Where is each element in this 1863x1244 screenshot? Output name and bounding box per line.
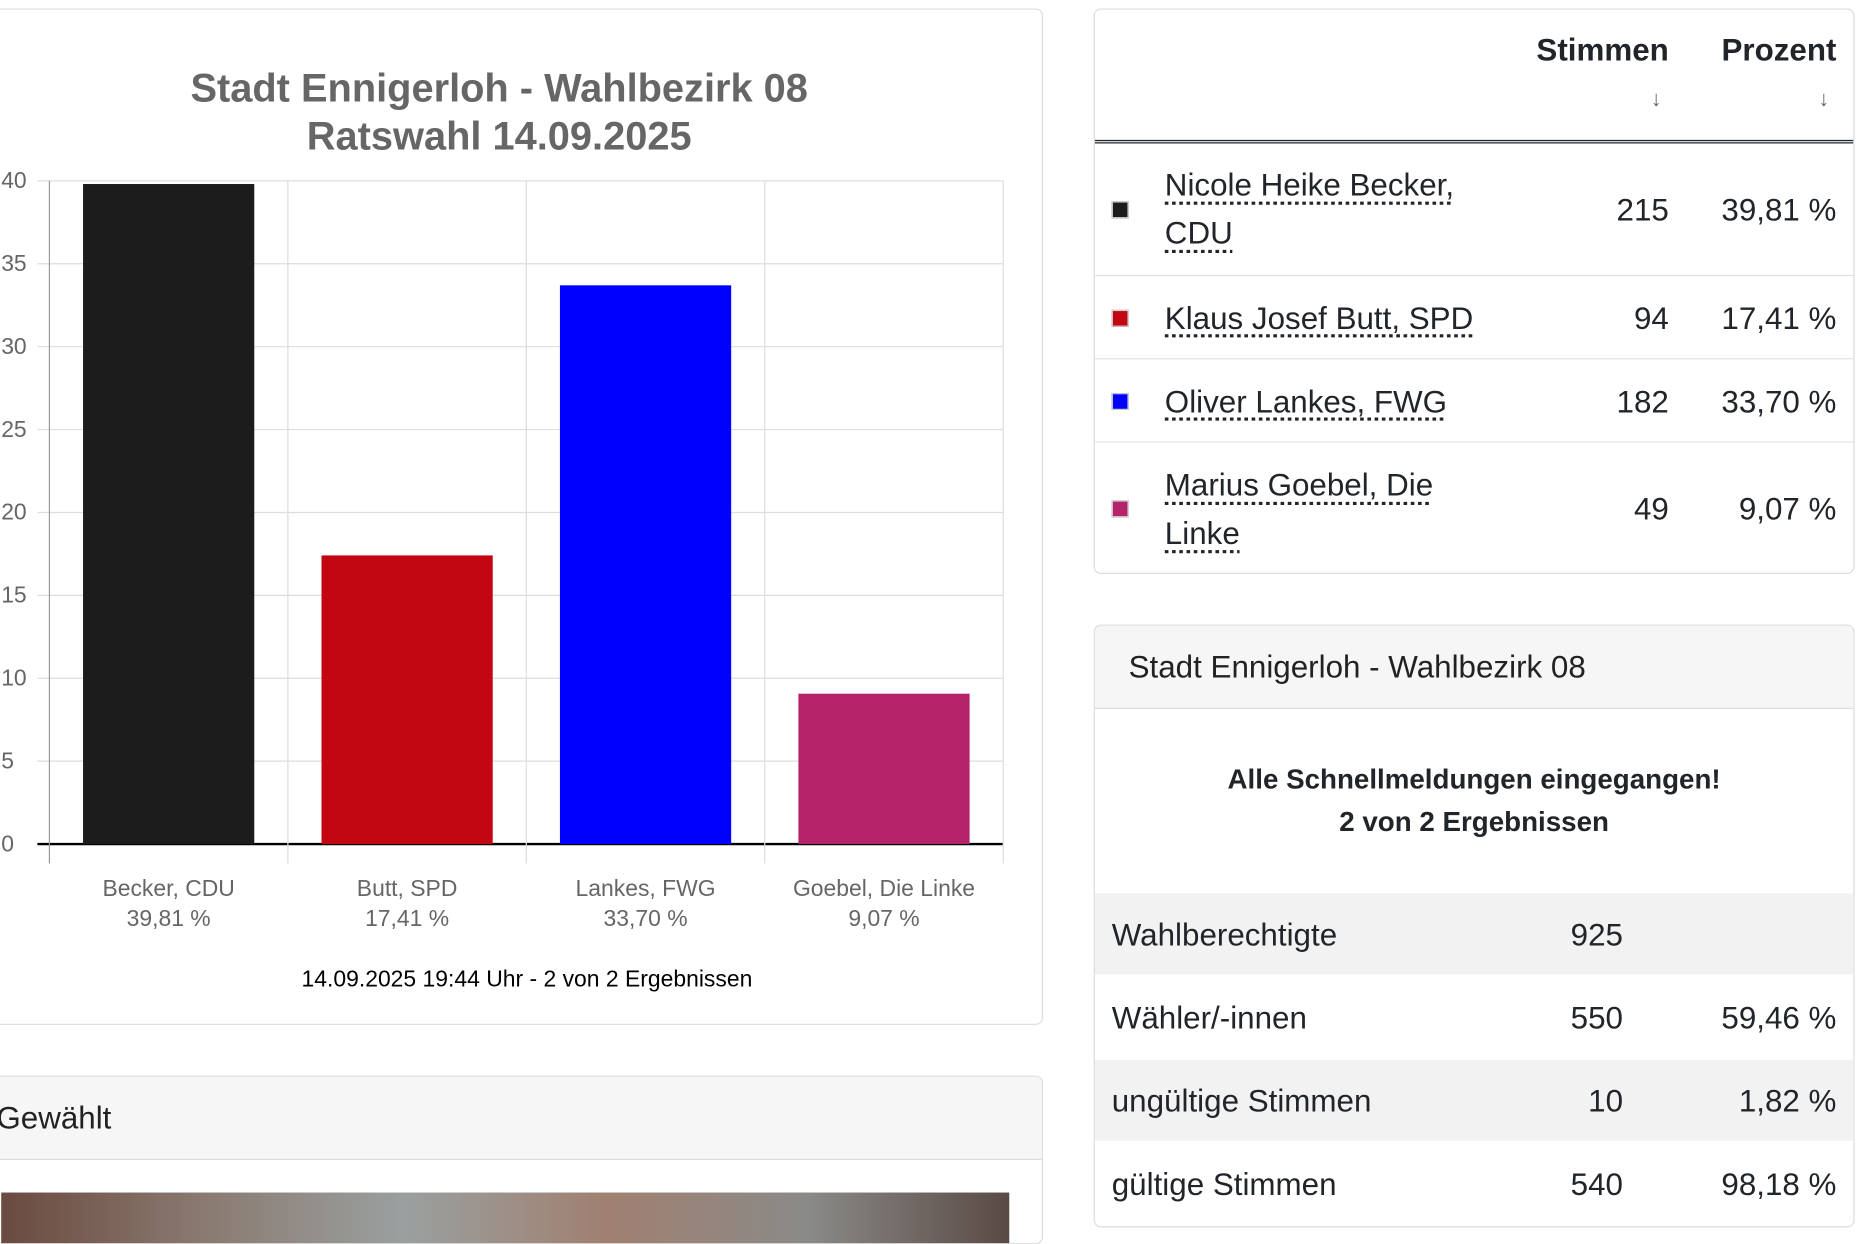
stat-label: gültige Stimmen — [1112, 1143, 1337, 1226]
votes-value: 182 — [1617, 383, 1669, 420]
x-tick-label: Lankes, FWG — [576, 875, 716, 901]
sort-arrow-icon[interactable]: ↓ — [1651, 87, 1662, 112]
elected-card: Gewählt — [0, 1076, 1043, 1244]
x-tick-label: Butt, SPD — [357, 875, 458, 901]
stat-value: 10 — [1588, 1060, 1623, 1143]
candidate-link[interactable]: Marius Goebel, Die Linke — [1165, 461, 1491, 557]
table-row: Klaus Josef Butt, SPD 94 17,41 % — [1095, 275, 1853, 359]
bar-chart: Stadt Ennigerloh - Wahlbezirk 08 Ratswahl… — [0, 10, 1043, 1025]
candidate-photo — [1, 1193, 1009, 1244]
y-tick-label: 40 — [1, 167, 26, 193]
stat-value: 925 — [1571, 893, 1623, 976]
stat-value: 540 — [1571, 1143, 1623, 1226]
party-color-swatch — [1112, 392, 1129, 409]
y-tick-label: 0 — [1, 830, 14, 856]
info-card: Stadt Ennigerloh - Wahlbezirk 08 Alle Sc… — [1094, 625, 1855, 1228]
chart-subtitle: Ratswahl 14.09.2025 — [307, 115, 692, 159]
x-tick-label: Becker, CDU — [102, 875, 234, 901]
party-color-swatch — [1112, 309, 1129, 326]
candidate-link[interactable]: Klaus Josef Butt, SPD — [1165, 294, 1491, 342]
stat-label: ungültige Stimmen — [1112, 1060, 1372, 1143]
x-tick-sublabel: 33,70 % — [604, 905, 688, 931]
y-tick-label: 35 — [1, 250, 26, 276]
header-percent[interactable]: Prozent — [1721, 31, 1836, 68]
bar-0 — [83, 184, 254, 844]
votes-value: 49 — [1634, 490, 1669, 527]
stat-label: Wähler/-innen — [1112, 977, 1307, 1060]
party-color-swatch — [1112, 201, 1129, 218]
y-tick-label: 5 — [1, 747, 14, 773]
bar-2 — [560, 285, 731, 844]
stat-percent: 59,46 % — [1721, 977, 1836, 1060]
votes-value: 215 — [1617, 191, 1669, 228]
y-tick-label: 25 — [1, 416, 26, 442]
y-tick-label: 20 — [1, 499, 26, 525]
x-tick-label: Goebel, Die Linke — [793, 875, 975, 901]
party-color-swatch — [1112, 500, 1129, 517]
results-table: Stimmen Prozent ↓ ↓ Nicole Heike Becker,… — [1094, 8, 1855, 574]
votes-value: 94 — [1634, 300, 1669, 337]
y-tick-label: 10 — [1, 664, 26, 690]
y-tick-label: 15 — [1, 582, 26, 608]
stat-percent: 1,82 % — [1739, 1060, 1837, 1143]
percent-value: 17,41 % — [1721, 300, 1836, 337]
bar-1 — [321, 555, 492, 844]
chart-title: Stadt Ennigerloh - Wahlbezirk 08 — [190, 66, 807, 110]
stat-value: 550 — [1571, 977, 1623, 1060]
y-tick-label: 30 — [1, 333, 26, 359]
table-row: Marius Goebel, Die Linke 49 9,07 % — [1095, 441, 1853, 574]
stat-row: Wähler/-innen 550 59,46 % — [1095, 974, 1853, 1060]
percent-value: 9,07 % — [1739, 490, 1837, 527]
x-tick-sublabel: 39,81 % — [127, 905, 211, 931]
status-message: Alle Schnellmeldungen eingegangen! — [1095, 758, 1853, 800]
percent-value: 39,81 % — [1721, 191, 1836, 228]
stat-row: Wahlberechtigte 925 — [1095, 891, 1853, 977]
candidate-link[interactable]: Oliver Lankes, FWG — [1165, 377, 1491, 425]
x-tick-sublabel: 17,41 % — [365, 905, 449, 931]
chart-card: Stadt Ennigerloh - Wahlbezirk 08 Ratswahl… — [0, 8, 1043, 1024]
sort-arrow-icon[interactable]: ↓ — [1818, 87, 1829, 112]
info-title: Stadt Ennigerloh - Wahlbezirk 08 — [1095, 626, 1853, 709]
x-tick-sublabel: 9,07 % — [848, 905, 919, 931]
status-count: 2 von 2 Ergebnissen — [1095, 801, 1853, 843]
stat-row: gültige Stimmen 540 98,18 % — [1095, 1141, 1853, 1227]
stat-percent: 98,18 % — [1721, 1143, 1836, 1226]
elected-title: Gewählt — [0, 1077, 1042, 1160]
candidate-link[interactable]: Nicole Heike Becker, CDU — [1165, 160, 1491, 256]
stat-label: Wahlberechtigte — [1112, 893, 1337, 976]
percent-value: 33,70 % — [1721, 383, 1836, 420]
header-votes[interactable]: Stimmen — [1536, 31, 1668, 68]
chart-footer: 14.09.2025 19:44 Uhr - 2 von 2 Ergebniss… — [302, 965, 753, 991]
bar-3 — [798, 694, 969, 844]
stat-row: ungültige Stimmen 10 1,82 % — [1095, 1057, 1853, 1143]
table-row: Oliver Lankes, FWG 182 33,70 % — [1095, 358, 1853, 442]
table-row: Nicole Heike Becker, CDU 215 39,81 % — [1095, 141, 1853, 276]
